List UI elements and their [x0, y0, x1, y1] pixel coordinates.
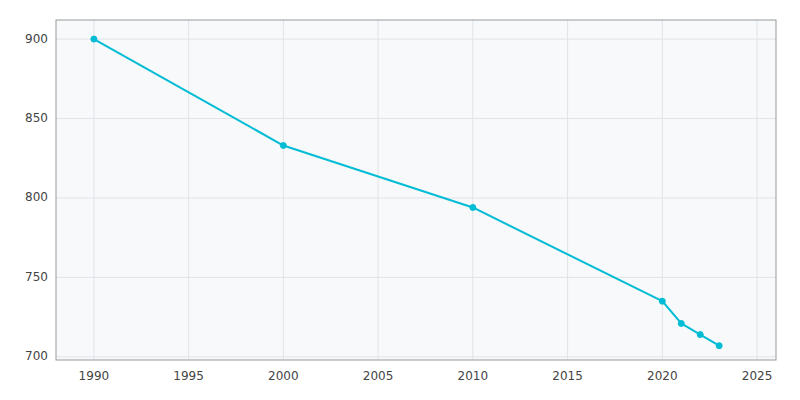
- tick-label: 2000: [268, 369, 299, 383]
- tick-label: 2015: [552, 369, 583, 383]
- plot-area: [56, 20, 776, 360]
- grid-line: [567, 20, 568, 360]
- grid-line: [188, 20, 189, 360]
- tick-label: 900: [25, 32, 48, 46]
- marker: [659, 298, 665, 304]
- grid-line: [56, 277, 776, 278]
- grid: [56, 20, 776, 360]
- plot-frame: [56, 20, 776, 360]
- marker: [678, 320, 684, 326]
- tick-label: 800: [25, 190, 48, 204]
- tick-label: 700: [25, 349, 48, 363]
- chart-container: 700 750 800 850 900 1990 1995 2000 2005 2010 2015 2…: [0, 0, 800, 400]
- marker: [470, 204, 476, 210]
- grid-line: [56, 356, 776, 357]
- grid-line: [472, 20, 473, 360]
- axes: 700 750 800 850 900 1990 1995 2000 2005 2010 2015 2…: [25, 32, 772, 383]
- series: [91, 36, 722, 349]
- tick-label: 2020: [647, 369, 678, 383]
- grid-line: [283, 20, 284, 360]
- grid-line: [378, 20, 379, 360]
- marker: [280, 143, 286, 149]
- tick-label: 850: [25, 111, 48, 125]
- line: [94, 39, 719, 346]
- tick-label: 750: [25, 270, 48, 284]
- marker: [697, 332, 703, 338]
- grid-line: [56, 197, 776, 198]
- grid-line: [757, 20, 758, 360]
- grid-line: [56, 118, 776, 119]
- page: {"chart_data": {"type": "line", "x": [19…: [0, 0, 800, 400]
- chart: 700 750 800 850 900 1990 1995 2000 2005 2010 2015 2…: [0, 0, 800, 400]
- tick-label: 2010: [458, 369, 489, 383]
- tick-label: 2025: [742, 369, 773, 383]
- tick-label: 1995: [173, 369, 204, 383]
- marker: [91, 36, 97, 42]
- tick-label: 1990: [79, 369, 110, 383]
- marker: [716, 343, 722, 349]
- grid-line: [662, 20, 663, 360]
- grid-line: [93, 20, 94, 360]
- grid-line: [56, 39, 776, 40]
- tick-label: 2005: [363, 369, 394, 383]
